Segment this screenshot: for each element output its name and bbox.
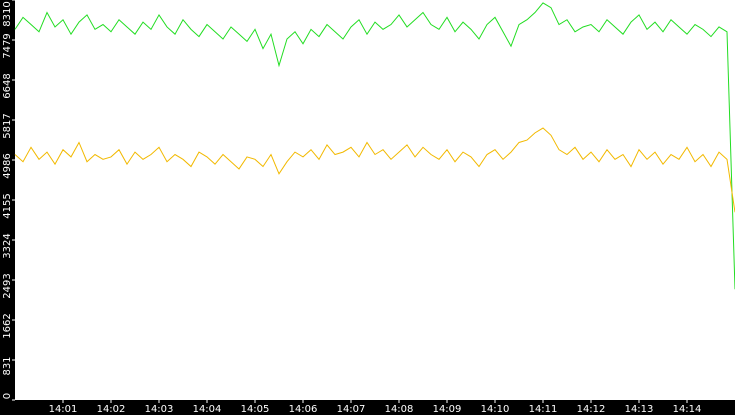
x-tick-label: 14:08 xyxy=(385,404,414,415)
y-tick-label: 4986 xyxy=(2,153,13,178)
y-tick-label: 3324 xyxy=(2,233,13,258)
x-tick-label: 14:10 xyxy=(481,404,510,415)
y-tick-label: 7479 xyxy=(2,33,13,58)
series-line xyxy=(14,127,735,213)
x-tick-label: 14:03 xyxy=(145,404,174,415)
x-axis-bar xyxy=(0,400,735,415)
y-tick-label: 2493 xyxy=(2,273,13,298)
x-tick-label: 14:12 xyxy=(577,404,606,415)
y-tick-label: 6648 xyxy=(2,73,13,98)
y-tick-label: 4155 xyxy=(2,193,13,218)
x-tick-label: 14:13 xyxy=(625,404,654,415)
y-tick-label: 1662 xyxy=(2,313,13,338)
x-tick-label: 14:02 xyxy=(97,404,126,415)
y-axis-bar xyxy=(0,0,15,415)
y-tick-label: 5817 xyxy=(2,113,13,138)
x-tick-label: 14:04 xyxy=(193,404,222,415)
x-tick-label: 14:05 xyxy=(241,404,270,415)
x-tick-label: 14:14 xyxy=(673,404,702,415)
y-tick-label: 8310 xyxy=(2,1,13,26)
x-tick-label: 14:11 xyxy=(529,404,558,415)
series-line xyxy=(14,2,735,290)
y-tick-label: 0 xyxy=(2,393,13,399)
x-tick-label: 14:01 xyxy=(49,404,78,415)
x-tick-label: 14:07 xyxy=(337,404,366,415)
y-tick-label: 831 xyxy=(2,356,13,375)
x-tick-label: 14:09 xyxy=(433,404,462,415)
x-tick-label: 14:06 xyxy=(289,404,318,415)
